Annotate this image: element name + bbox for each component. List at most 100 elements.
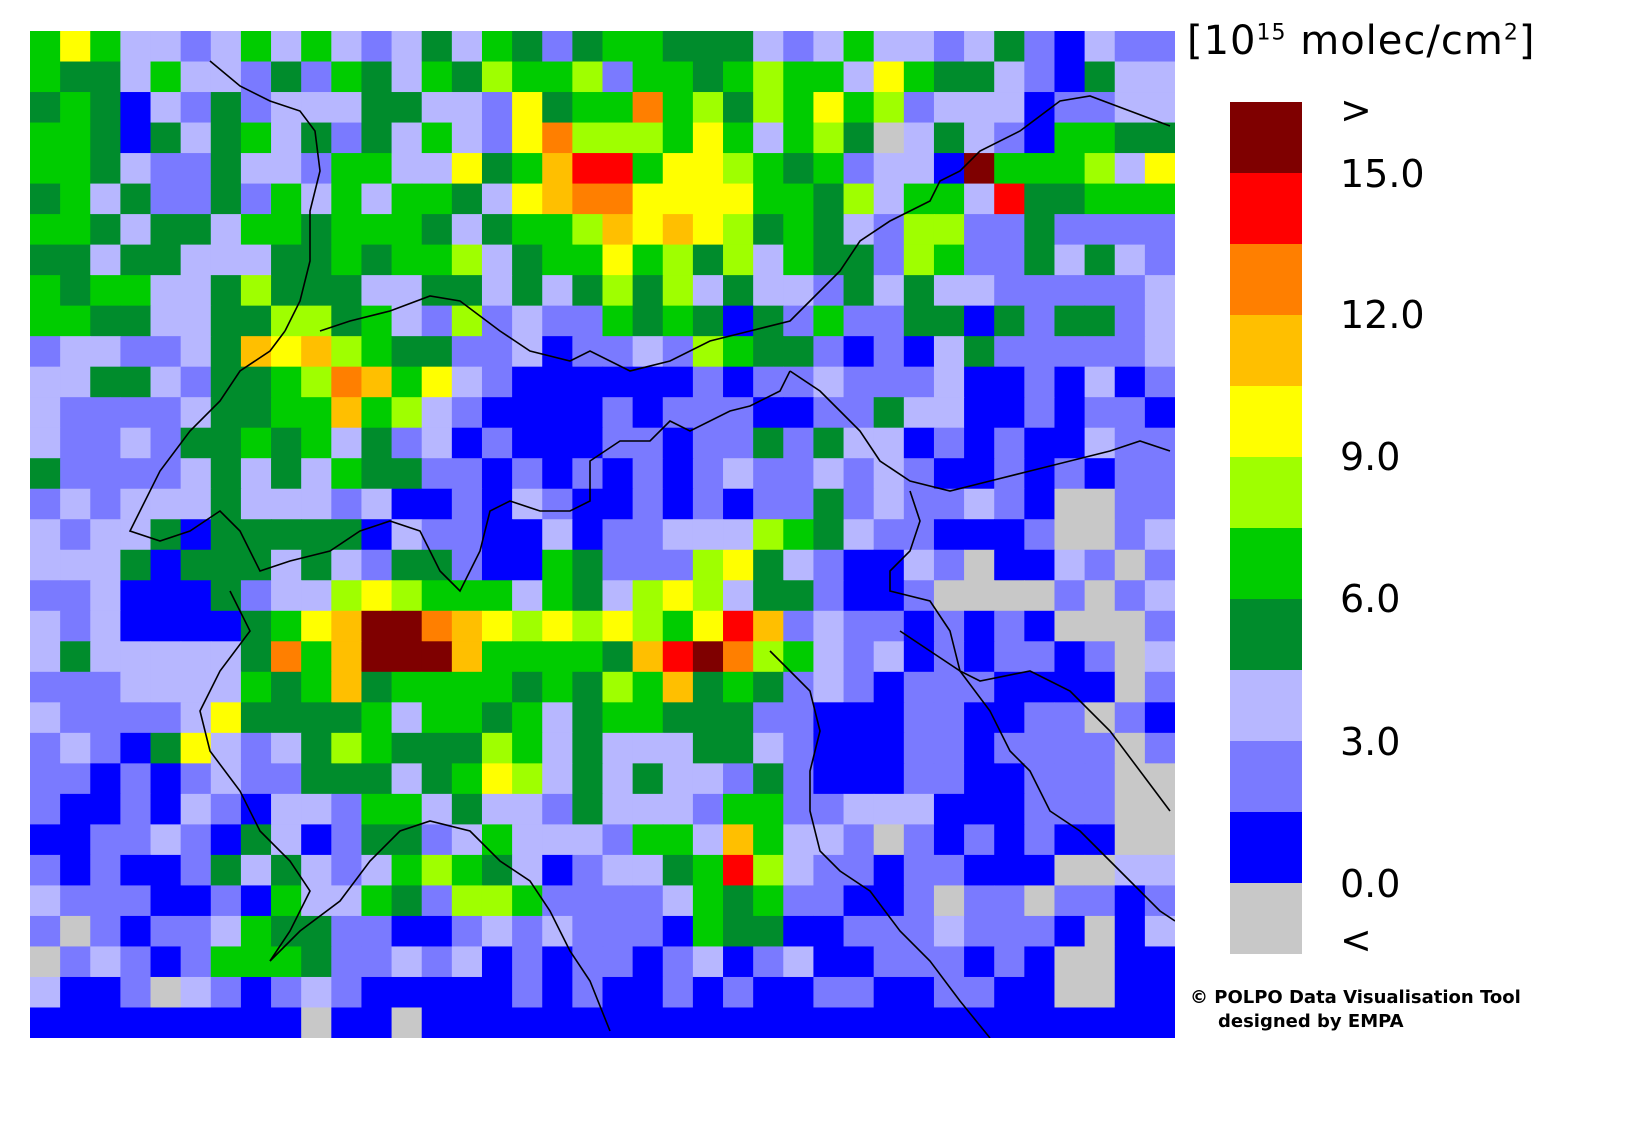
map-cell: [1114, 153, 1146, 185]
map-cell: [271, 427, 302, 459]
map-cell: [301, 183, 332, 215]
map-cell: [964, 671, 995, 703]
map-cell: [813, 1007, 845, 1038]
map-cell: [753, 885, 784, 917]
map-cell: [30, 1007, 61, 1038]
map-cell: [210, 122, 242, 154]
map-cell: [572, 732, 604, 764]
map-cell: [301, 732, 332, 764]
map-cell: [964, 305, 995, 337]
map-cell: [90, 31, 121, 63]
map-cell: [180, 824, 212, 856]
map-cell: [150, 153, 182, 185]
map-cell: [331, 153, 363, 185]
map-cell: [150, 702, 182, 734]
map-cell: [813, 122, 845, 154]
map-cell: [903, 61, 935, 93]
map-cell: [391, 153, 423, 185]
map-cell: [90, 153, 121, 185]
map-cell: [120, 488, 152, 520]
map-cell: [120, 824, 152, 856]
border-italy-slovenia: [889, 490, 1171, 812]
map-cell: [1024, 976, 1056, 1009]
map-cell: [1084, 458, 1116, 490]
map-cell: [1024, 580, 1056, 612]
map-cell: [1114, 763, 1146, 795]
map-cell: [451, 366, 483, 398]
map-cell: [1024, 427, 1056, 459]
map-cell: [1114, 214, 1146, 246]
map-cell: [391, 1007, 423, 1038]
map-cell: [1144, 214, 1175, 246]
map-cell: [1114, 458, 1146, 490]
map-cell: [723, 366, 754, 398]
map-cell: [361, 366, 393, 398]
map-cell: [723, 336, 754, 368]
map-cell: [210, 214, 242, 246]
map-cell: [692, 92, 724, 124]
map-cell: [150, 793, 182, 825]
map-cell: [210, 885, 242, 917]
map-cell: [1084, 519, 1116, 551]
map-cell: [240, 458, 272, 490]
map-cell: [240, 183, 272, 215]
map-cell: [180, 336, 212, 368]
map-cell: [451, 214, 483, 246]
map-cell: [180, 153, 212, 185]
map-cell: [30, 976, 61, 1009]
map-cell: [60, 732, 91, 764]
map-cell: [421, 61, 453, 93]
border-austria-italy: [789, 370, 1171, 492]
map-cell: [240, 275, 272, 307]
map-cell: [572, 915, 604, 948]
map-cell: [361, 488, 393, 520]
map-cell: [421, 92, 453, 124]
map-cell: [662, 793, 694, 825]
map-cell: [632, 854, 664, 887]
map-cell: [451, 915, 483, 948]
map-cell: [481, 244, 513, 276]
map-cell: [391, 427, 423, 459]
map-cell: [1054, 946, 1086, 978]
map-cell: [753, 183, 784, 215]
map-cell: [1084, 580, 1116, 612]
map-cell: [391, 275, 423, 307]
map-cell: [60, 92, 91, 124]
map-cell: [240, 702, 272, 734]
map-cell: [180, 488, 212, 520]
map-cell: [813, 824, 845, 856]
map-cell: [1084, 763, 1116, 795]
map-cell: [632, 976, 664, 1009]
map-cell: [632, 366, 664, 398]
map-cell: [451, 61, 483, 93]
map-cell: [933, 336, 965, 368]
map-cell: [240, 732, 272, 764]
map-cell: [572, 275, 604, 307]
map-cell: [933, 214, 965, 246]
map-cell: [391, 366, 423, 398]
map-cell: [843, 275, 875, 307]
map-cell: [873, 214, 905, 246]
map-cell: [150, 336, 182, 368]
map-cell: [331, 305, 363, 337]
map-panel[interactable]: [30, 31, 1175, 1038]
map-cell: [512, 244, 543, 276]
map-cell: [301, 946, 332, 978]
map-cell: [271, 976, 302, 1009]
map-cell: [60, 183, 91, 215]
map-cell: [1084, 92, 1116, 124]
map-cell: [783, 366, 815, 398]
map-cell: [1054, 641, 1086, 673]
map-cell: [572, 885, 604, 917]
map-cell: [994, 122, 1025, 154]
map-cell: [90, 610, 121, 642]
map-cell: [843, 366, 875, 398]
map-cell: [331, 214, 363, 246]
map-cell: [662, 427, 694, 459]
map-cell: [572, 702, 604, 734]
map-cell: [632, 763, 664, 795]
map-cell: [692, 671, 724, 703]
map-cell: [391, 183, 423, 215]
map-cell: [481, 946, 513, 978]
map-cell: [331, 61, 363, 93]
